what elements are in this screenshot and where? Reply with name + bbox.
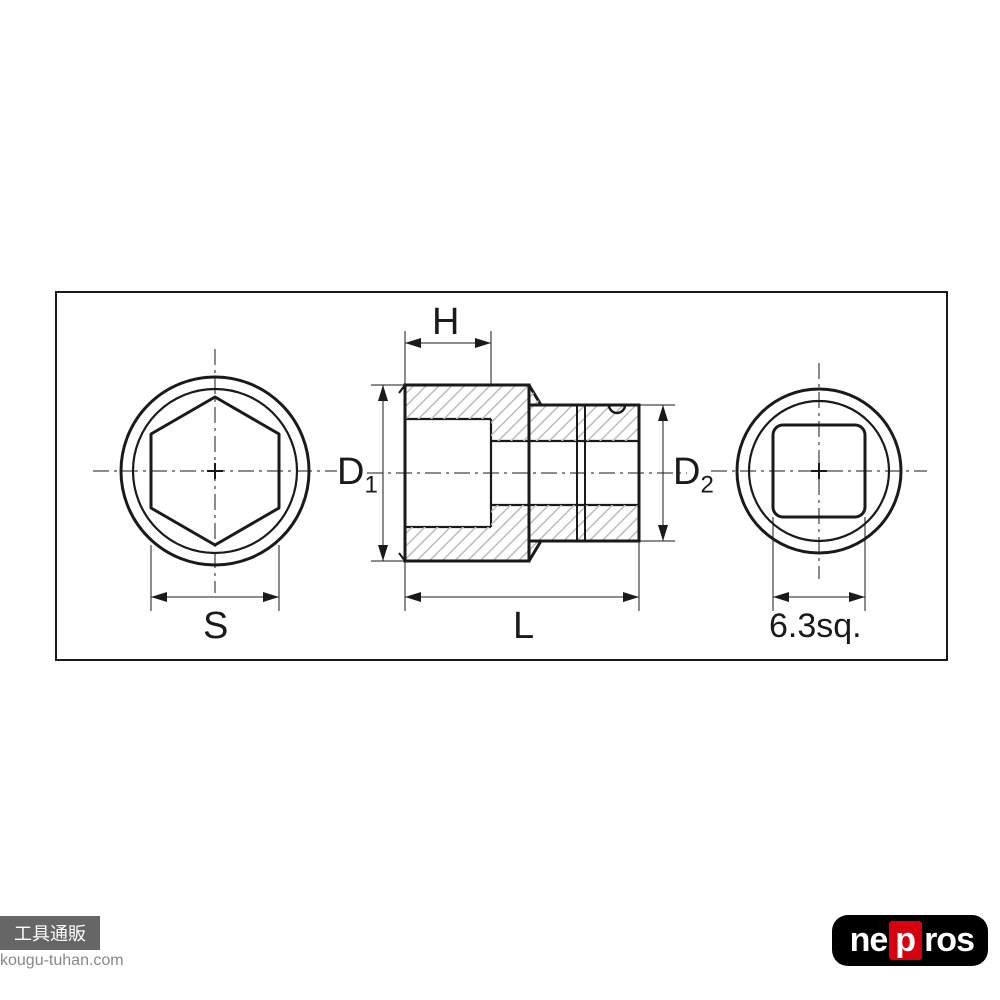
site-badge: 工具通販 [0,916,100,950]
brand-post: ros [924,921,974,960]
label-d1-letter: D [337,451,364,493]
label-h: H [432,301,459,344]
site-url: kougu-tuhan.com [0,952,124,970]
label-d1-sub: 1 [364,472,377,499]
label-s: S [203,605,228,648]
label-l: L [513,605,534,648]
brand-logo: ne p ros [832,915,988,966]
brand-pre: ne [850,921,888,960]
footer-left: 工具通販 kougu-tuhan.com [0,916,124,970]
brand-p-icon: p [889,921,922,960]
diagram-frame: S [55,291,948,661]
label-sq: 6.3sq. [769,607,862,646]
label-d1: D1 [337,451,378,500]
footer-right: ne p ros [832,915,988,966]
